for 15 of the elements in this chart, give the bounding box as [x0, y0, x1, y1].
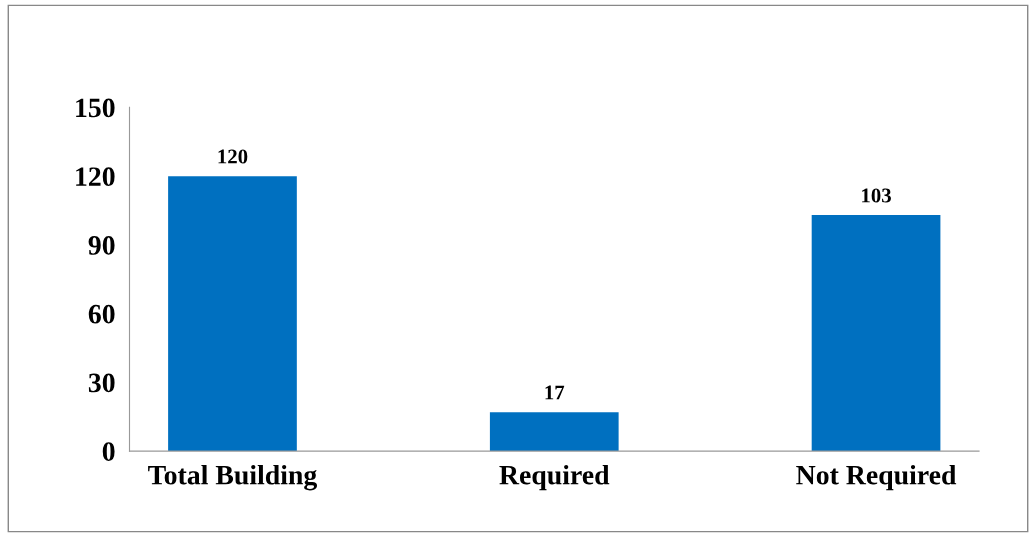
- y-tick-label: 90: [88, 236, 115, 255]
- bar: [168, 176, 297, 452]
- y-tick-label: 0: [102, 442, 115, 461]
- x-tick-label: Required: [499, 464, 610, 491]
- y-tick-label: 60: [88, 304, 115, 324]
- x-tick-label: Total Building: [148, 464, 318, 491]
- data-label: 17: [545, 385, 565, 400]
- y-tick-label: 120: [76, 167, 115, 187]
- x-tick-label: Not Required: [796, 464, 957, 491]
- y-tick-label: 150: [76, 98, 115, 118]
- data-label: 120: [218, 149, 248, 164]
- y-tick-label: 30: [88, 373, 115, 393]
- data-label: 103: [862, 188, 891, 203]
- bar: [811, 215, 941, 452]
- bar: [489, 412, 619, 452]
